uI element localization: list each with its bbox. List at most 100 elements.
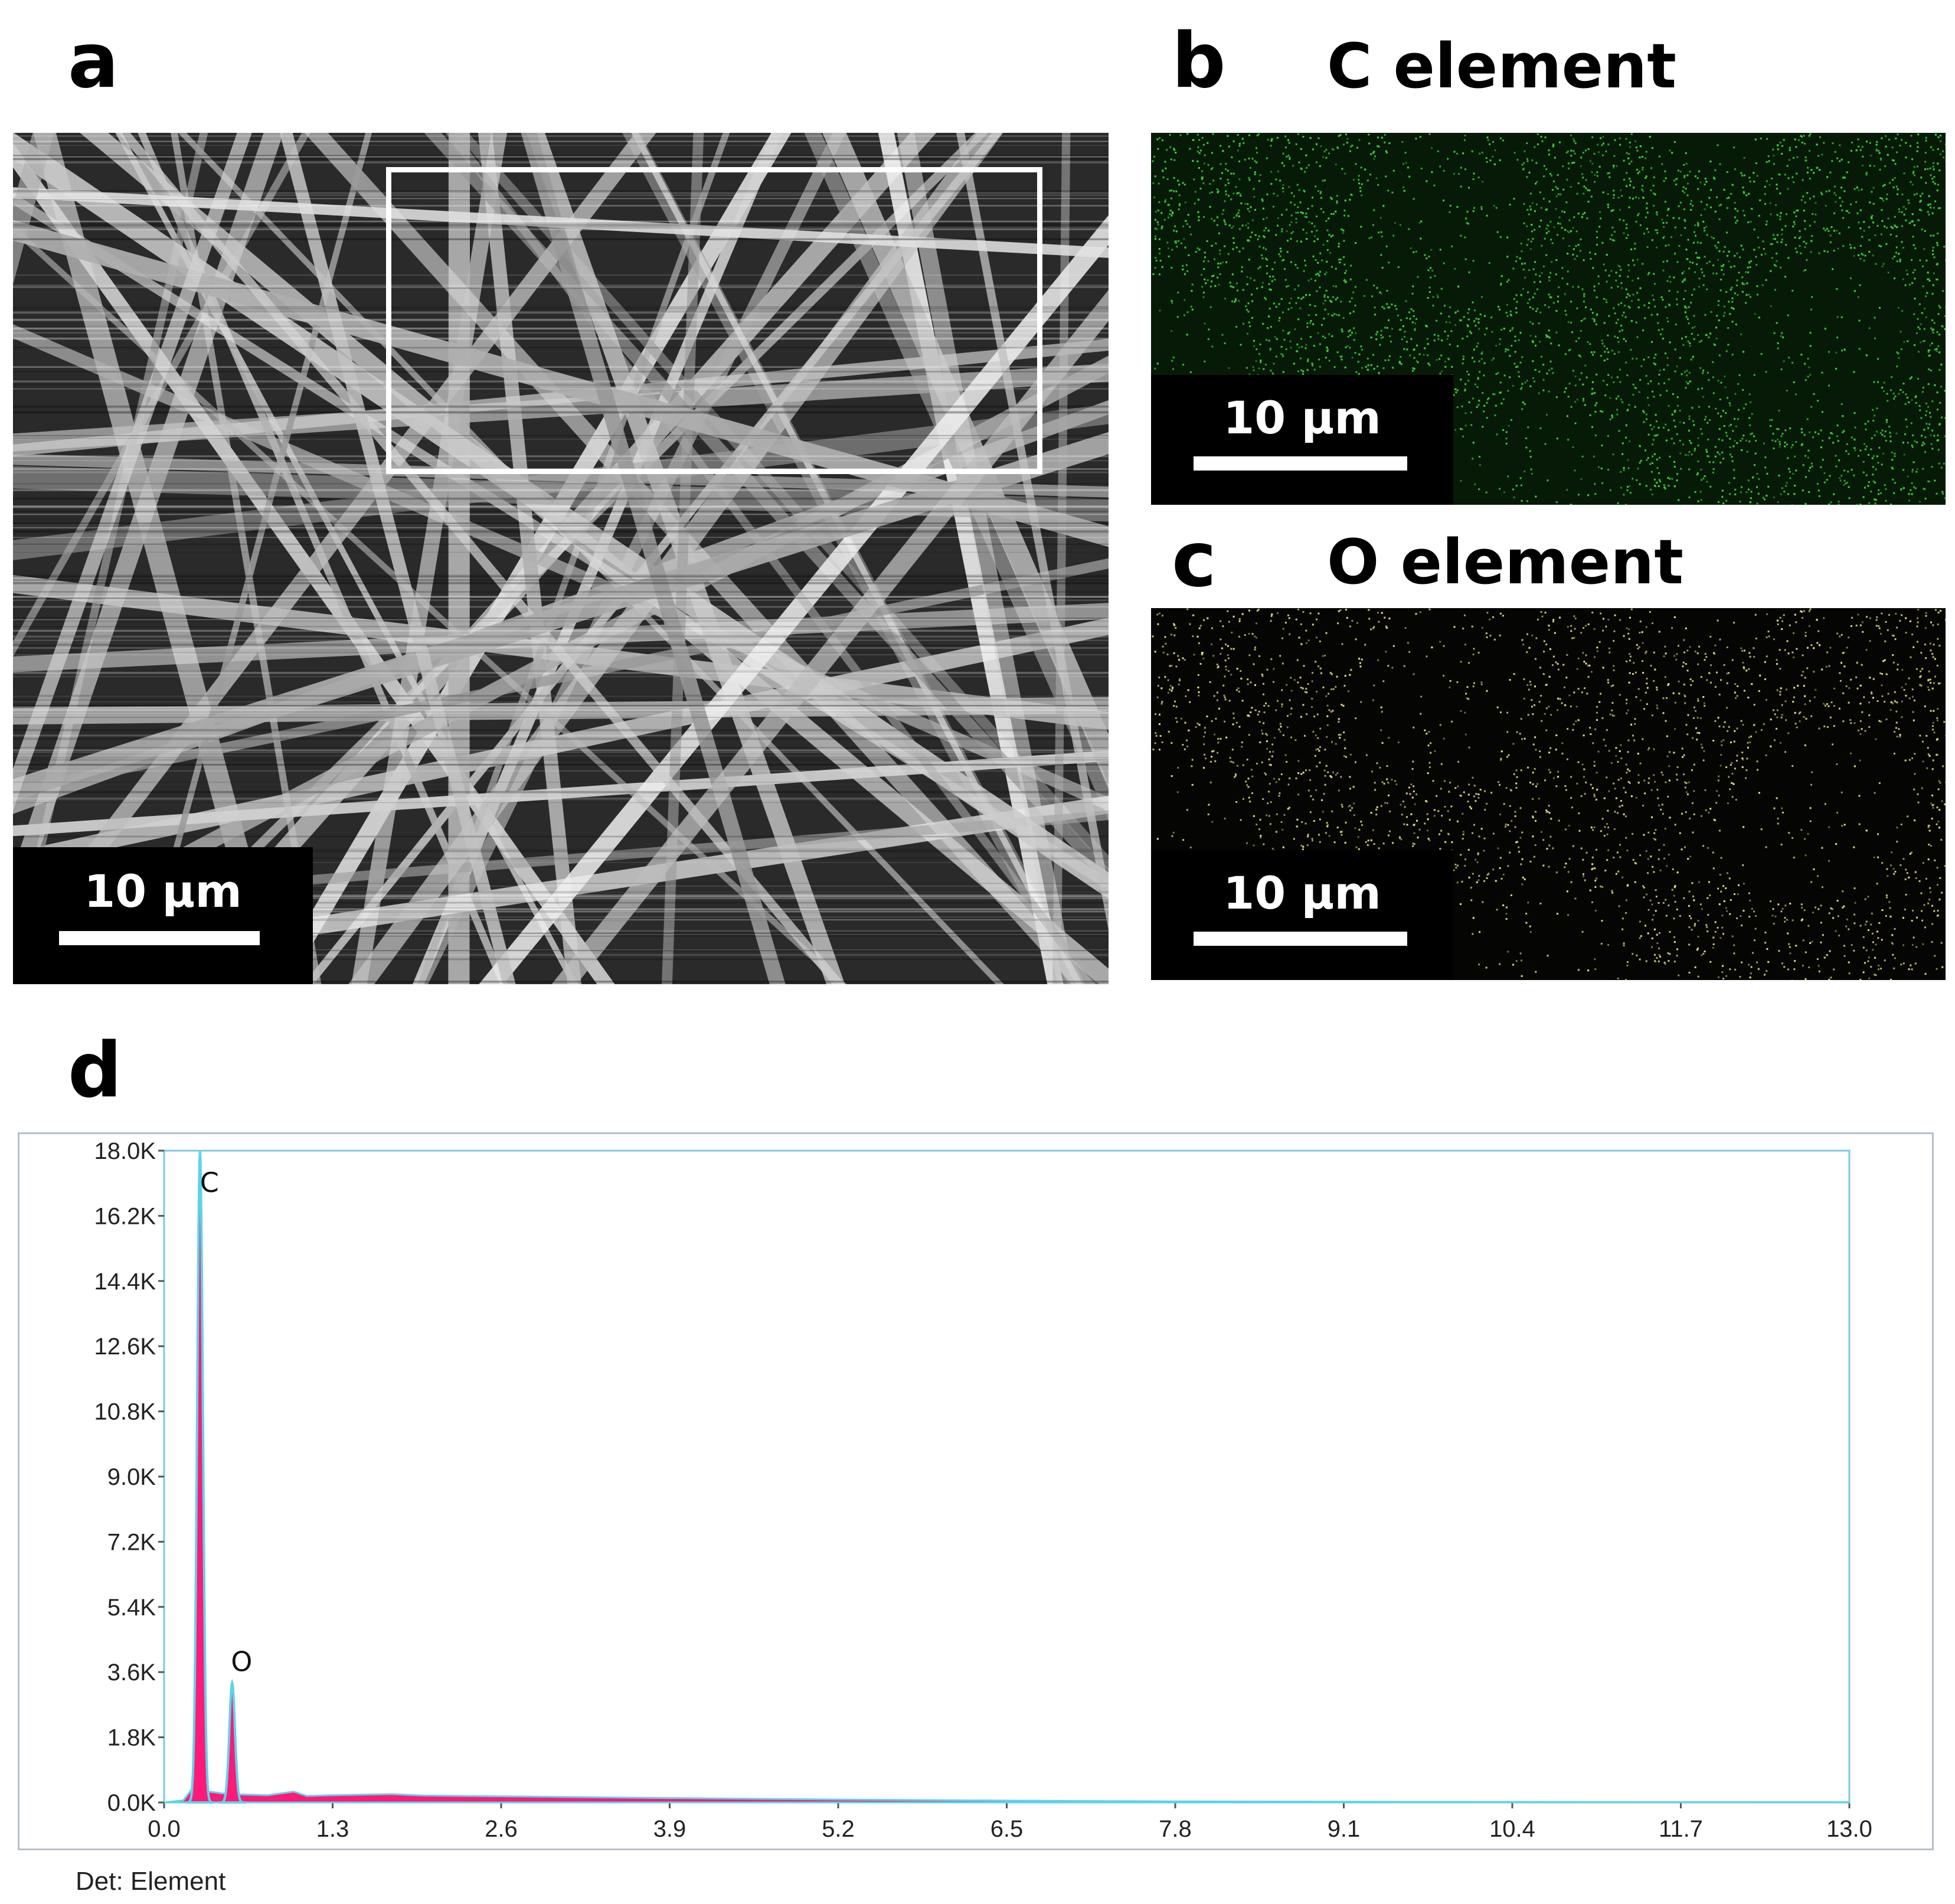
map-dot	[1645, 157, 1647, 159]
map-dot	[1806, 259, 1808, 261]
map-dot	[1461, 428, 1463, 430]
map-dot	[1259, 266, 1261, 268]
map-dot	[1651, 493, 1653, 495]
scalebar-a-label: 10 μm	[84, 865, 242, 917]
map-dot	[1445, 321, 1447, 324]
panel-letter-d: d	[68, 1027, 122, 1115]
map-dot	[1401, 338, 1403, 341]
map-dot	[1301, 346, 1303, 348]
map-dot	[1343, 214, 1346, 217]
map-dot	[1357, 361, 1359, 363]
map-dot	[1900, 331, 1902, 333]
map-dot	[1751, 413, 1753, 415]
map-dot	[1898, 208, 1900, 210]
map-dot	[1652, 443, 1654, 446]
map-dot	[1207, 260, 1209, 263]
map-dot	[1610, 270, 1613, 272]
map-dot	[1601, 144, 1603, 146]
map-dot	[1685, 381, 1688, 383]
map-dot	[1475, 383, 1476, 386]
map-dot	[1683, 192, 1686, 194]
map-dot	[1933, 162, 1935, 164]
map-dot	[1652, 455, 1653, 458]
map-dot	[1464, 424, 1467, 427]
map-dot	[1928, 214, 1930, 215]
map-dot	[1634, 387, 1636, 388]
map-dot	[1938, 369, 1941, 371]
map-dot	[1929, 203, 1931, 205]
map-dot	[1679, 421, 1681, 423]
map-dot	[1353, 327, 1355, 329]
map-dot	[1598, 283, 1600, 285]
map-dot	[1670, 236, 1672, 239]
map-dot	[1232, 192, 1235, 195]
map-dot	[1212, 133, 1214, 135]
map-dot	[1266, 217, 1268, 219]
sem-scanline	[13, 752, 1109, 753]
map-dot	[1676, 261, 1679, 263]
map-dot	[1352, 311, 1355, 313]
map-dot	[1156, 228, 1158, 230]
map-dot	[1639, 224, 1642, 226]
map-dot	[1918, 303, 1921, 305]
map-dot	[1691, 326, 1694, 329]
map-dot	[1688, 381, 1691, 383]
map-dot	[1555, 331, 1558, 334]
selection-rectangle	[386, 167, 1042, 474]
map-dot	[1698, 406, 1700, 408]
map-dot	[1269, 349, 1271, 351]
map-dot	[1769, 419, 1771, 421]
map-dot	[1709, 485, 1712, 488]
map-dot	[1690, 358, 1692, 361]
map-dot	[1810, 462, 1813, 465]
map-dot	[1646, 413, 1647, 416]
map-dot	[1836, 435, 1838, 437]
map-dot	[1659, 369, 1661, 371]
map-dot	[1933, 176, 1936, 178]
map-dot	[1812, 213, 1814, 215]
map-dot	[1647, 273, 1649, 276]
map-dot	[1791, 289, 1794, 292]
map-dot	[1555, 208, 1557, 210]
map-dot	[1328, 333, 1330, 335]
map-dot	[1493, 205, 1495, 207]
map-dot	[1902, 205, 1905, 208]
map-dot	[1719, 289, 1722, 292]
map-dot	[1728, 482, 1730, 484]
map-dot	[1295, 143, 1297, 145]
map-dot	[1560, 193, 1562, 195]
map-dot	[1491, 359, 1493, 361]
map-dot	[1534, 228, 1535, 231]
map-dot	[1872, 409, 1874, 411]
map-dot	[1865, 172, 1868, 174]
map-dot	[1887, 272, 1889, 274]
map-dot	[1632, 279, 1633, 282]
sem-scanline	[13, 525, 1109, 527]
map-dot	[1346, 142, 1348, 144]
map-dot	[1629, 485, 1631, 487]
map-dot	[1905, 208, 1907, 210]
map-dot	[1530, 240, 1532, 243]
map-dot	[1536, 133, 1539, 135]
sem-scanline	[13, 388, 1109, 390]
map-dot	[1166, 149, 1168, 151]
map-dot	[1905, 269, 1908, 272]
map-dot	[1779, 141, 1781, 143]
map-dot	[1333, 313, 1336, 315]
map-dot	[1929, 344, 1931, 347]
map-dot	[1891, 146, 1894, 149]
map-dot	[1623, 232, 1625, 234]
map-dot	[1484, 334, 1486, 336]
map-dot	[1449, 306, 1451, 309]
map-dot	[1358, 373, 1360, 375]
map-dot	[1350, 264, 1352, 267]
map-dot	[1772, 238, 1774, 240]
sem-scanline	[13, 652, 1109, 653]
map-dot	[1380, 334, 1382, 337]
map-dot	[1838, 503, 1840, 505]
map-dot	[1388, 142, 1391, 145]
map-dot	[1606, 280, 1608, 283]
map-dot	[1924, 498, 1927, 500]
map-dot	[1620, 486, 1622, 489]
map-dot	[1810, 308, 1812, 311]
